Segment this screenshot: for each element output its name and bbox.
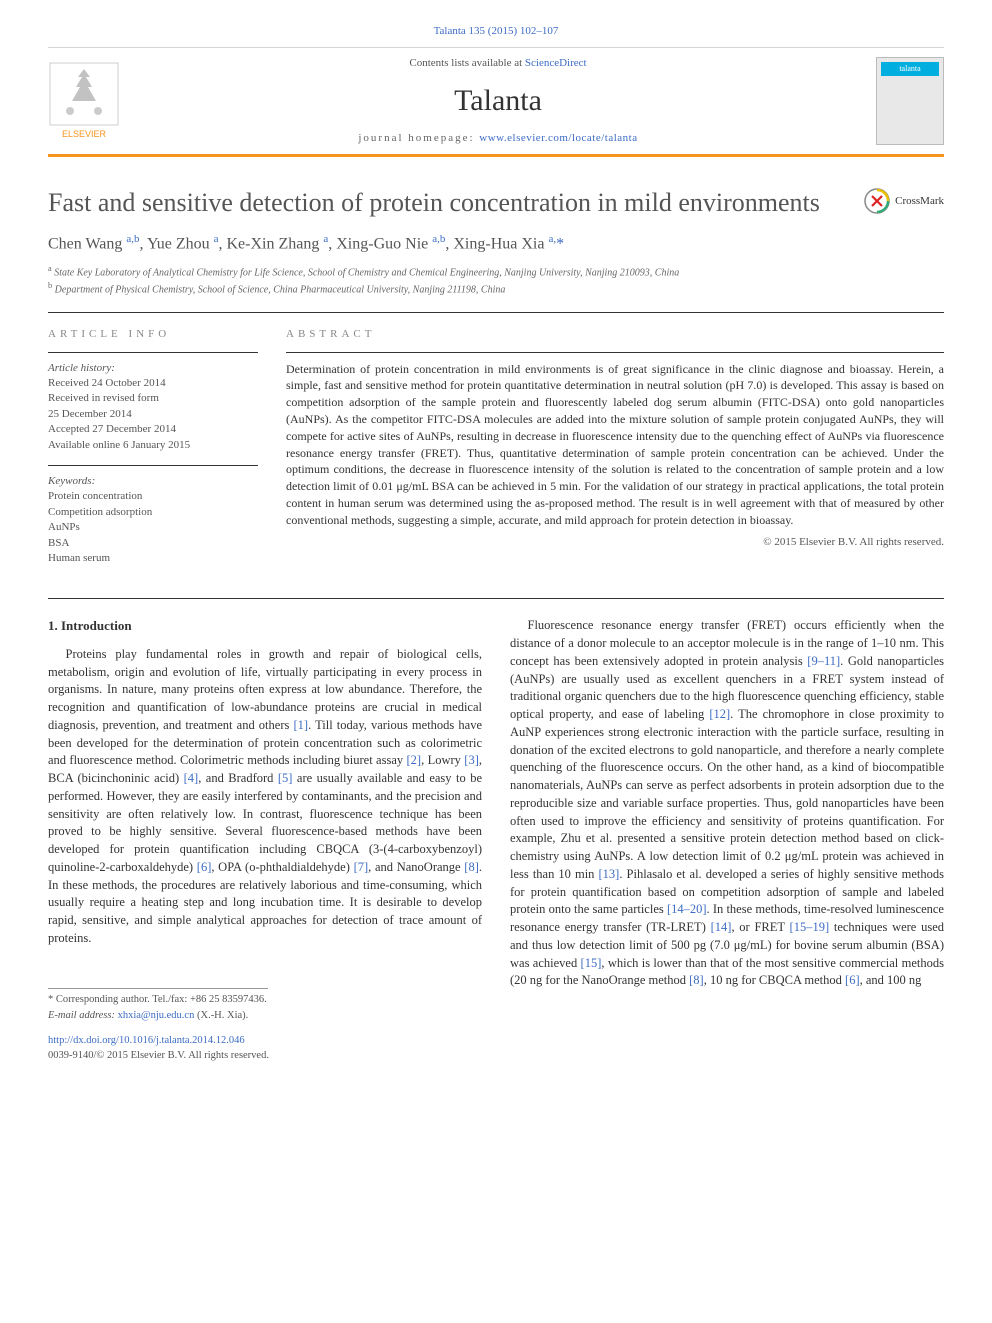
abstract-copyright: © 2015 Elsevier B.V. All rights reserved…: [286, 535, 944, 550]
body-paragraph-1: Proteins play fundamental roles in growt…: [48, 646, 482, 948]
doi-line: http://dx.doi.org/10.1016/j.talanta.2014…: [48, 1034, 482, 1064]
body-columns: 1. Introduction Proteins play fundamenta…: [48, 617, 944, 1064]
crossmark-label: CrossMark: [895, 194, 944, 209]
issn-line: 0039-9140/© 2015 Elsevier B.V. All right…: [48, 1049, 482, 1064]
affiliations: a State Key Laboratory of Analytical Che…: [48, 263, 944, 298]
journal-name: Talanta: [136, 81, 860, 122]
contents-available: Contents lists available at ScienceDirec…: [136, 56, 860, 71]
corresponding-footer: * Corresponding author. Tel./fax: +86 25…: [48, 988, 482, 1065]
authors: Chen Wang a,b, Yue Zhou a, Ke-Xin Zhang …: [48, 232, 944, 255]
article-keywords: Keywords: Protein concentration Competit…: [48, 465, 258, 566]
journal-header: ELSEVIER Contents lists available at Sci…: [48, 47, 944, 157]
body-paragraph-2: Fluorescence resonance energy transfer (…: [510, 617, 944, 990]
svg-text:ELSEVIER: ELSEVIER: [62, 129, 107, 139]
affiliation-b: b Department of Physical Chemistry, Scho…: [48, 280, 944, 297]
article-history: Article history: Received 24 October 201…: [48, 352, 258, 453]
journal-cover-thumbnail: talanta: [876, 57, 944, 145]
doi-link[interactable]: http://dx.doi.org/10.1016/j.talanta.2014…: [48, 1035, 245, 1046]
abstract-text: Determination of protein concentration i…: [286, 352, 944, 529]
section-heading: 1. Introduction: [48, 617, 482, 635]
abstract: ABSTRACT Determination of protein concen…: [286, 327, 944, 579]
journal-citation-link[interactable]: Talanta 135 (2015) 102–107: [434, 25, 559, 37]
corresponding-email: E-mail address: xhxia@nju.edu.cn (X.-H. …: [48, 1009, 482, 1024]
journal-homepage: journal homepage: www.elsevier.com/locat…: [136, 131, 860, 146]
body-divider: [48, 598, 944, 599]
article-info: ARTICLE INFO Article history: Received 2…: [48, 327, 258, 579]
journal-citation: Talanta 135 (2015) 102–107: [48, 24, 944, 39]
article-info-heading: ARTICLE INFO: [48, 327, 258, 342]
corresponding-author: * Corresponding author. Tel./fax: +86 25…: [48, 988, 268, 1008]
article-title: Fast and sensitive detection of protein …: [48, 187, 847, 218]
journal-homepage-link[interactable]: www.elsevier.com/locate/talanta: [479, 132, 637, 144]
sciencedirect-link[interactable]: ScienceDirect: [525, 57, 587, 69]
crossmark-icon: [863, 187, 891, 215]
divider: [48, 312, 944, 313]
abstract-heading: ABSTRACT: [286, 327, 944, 342]
cover-band: talanta: [881, 62, 939, 76]
email-link[interactable]: xhxia@nju.edu.cn: [118, 1010, 195, 1021]
crossmark-badge[interactable]: CrossMark: [863, 187, 944, 215]
elsevier-logo: ELSEVIER: [48, 61, 120, 141]
affiliation-a: a State Key Laboratory of Analytical Che…: [48, 263, 944, 280]
